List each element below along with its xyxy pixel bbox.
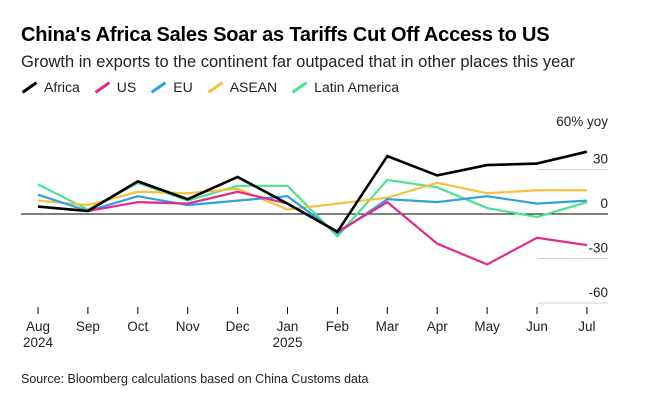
legend-label-africa: Africa [44,79,80,95]
y-tick-label: -30 [588,241,608,256]
legend-item-us[interactable]: US [94,79,136,95]
y-tick-label: -60 [588,285,608,300]
series-line-us [37,190,588,266]
y-tick-label: 30 [593,152,608,167]
x-tick-label: May [474,319,500,334]
legend-item-latin-america[interactable]: Latin America [291,79,399,95]
legend-item-eu[interactable]: EU [150,79,193,95]
x-tick-label: Nov [176,319,200,334]
legend-label-asean: ASEAN [229,79,278,95]
legend-label-eu: EU [173,79,193,95]
series-line-asean [37,181,587,211]
x-tick-label: Jul [578,319,595,334]
x-tick-label: Jun [526,319,548,334]
legend-item-africa[interactable]: Africa [21,79,80,95]
x-tick-label: Feb [326,319,349,334]
x-tick-label: Apr [427,319,449,334]
legend-label-us: US [116,79,137,95]
x-tick-label: Mar [376,319,400,334]
x-tick-label: Sep [76,319,100,334]
x-year-label: 2025 [272,335,302,350]
x-tick-label: Oct [127,319,148,334]
series-line-eu [37,193,587,235]
legend-label-latin-america: Latin America [314,79,399,95]
y-tick-label: 60% yoy [556,114,608,129]
y-tick-label: 0 [600,196,608,211]
legend-item-asean[interactable]: ASEAN [207,79,277,95]
series-line-latin-america [37,178,588,238]
source-note: Source: Bloomberg calculations based on … [21,372,369,386]
x-year-label: 2024 [23,335,54,350]
legend: Africa US EU ASEAN Latin America [21,79,413,95]
chart-title: China's Africa Sales Soar as Tariffs Cut… [21,24,550,46]
series-line-africa [37,150,588,234]
x-tick-label: Jan [277,319,299,334]
chart-subtitle: Growth in exports to the continent far o… [21,53,575,71]
x-tick-label: Dec [226,319,250,334]
x-tick-label: Aug [26,319,50,334]
